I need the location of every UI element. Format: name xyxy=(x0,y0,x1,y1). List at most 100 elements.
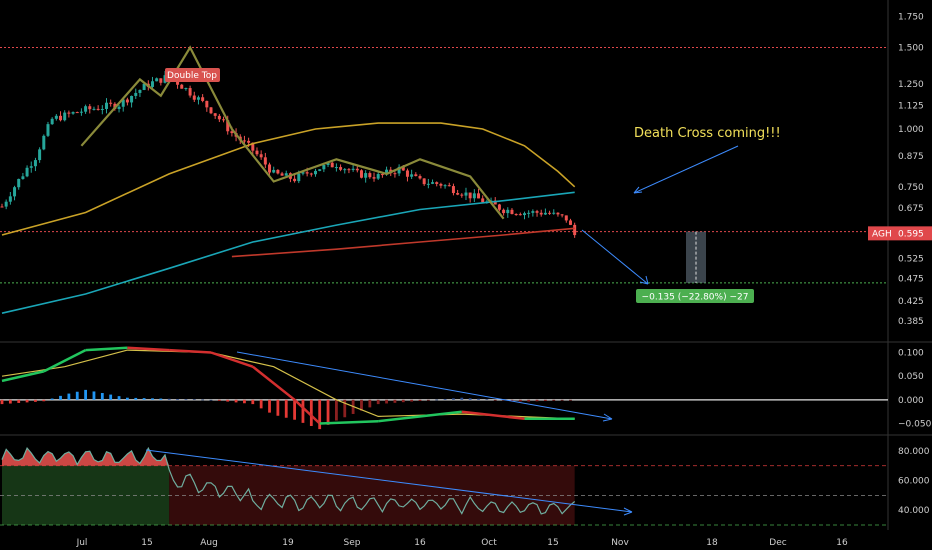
rsi-pane: 80.000 60.000 40.000 xyxy=(0,447,930,526)
candle-body xyxy=(79,111,83,113)
candle-body xyxy=(510,209,514,215)
candle-body xyxy=(96,108,100,110)
candle-body xyxy=(54,115,58,119)
time-tick-label: 15 xyxy=(547,538,558,548)
candle-body xyxy=(176,79,180,85)
price-tick-label: 0.750 xyxy=(898,183,924,193)
candle-body xyxy=(100,108,104,110)
candle-body xyxy=(456,193,460,195)
candle-body xyxy=(155,78,159,82)
candle-body xyxy=(38,149,42,161)
macd-histogram-bar xyxy=(59,395,62,400)
time-tick-label: 16 xyxy=(414,538,426,548)
macd-histogram-bar xyxy=(100,393,104,400)
candle-body xyxy=(318,169,322,171)
macd-histogram-bar xyxy=(410,399,414,402)
candle-body xyxy=(213,113,217,116)
candle-body xyxy=(255,150,259,155)
macd-histogram-bar xyxy=(544,399,547,401)
arrow-head xyxy=(639,275,649,285)
candle-body xyxy=(259,154,263,158)
macd-histogram-bar xyxy=(25,399,29,403)
candle-body xyxy=(539,212,543,215)
price-tick-label: 1.000 xyxy=(898,125,924,135)
macd-histogram-bar xyxy=(151,398,154,400)
candle-body xyxy=(297,173,301,182)
candle-body xyxy=(125,99,129,103)
candle-body xyxy=(242,140,246,142)
macd-histogram-bar xyxy=(552,399,556,401)
macd-histogram-bar xyxy=(452,398,455,400)
time-tick-label: 16 xyxy=(836,538,848,548)
macd-histogram-bar xyxy=(276,399,280,416)
candle-body xyxy=(447,185,451,187)
candle-body xyxy=(502,209,506,214)
candle-body xyxy=(401,166,405,171)
macd-histogram-bar xyxy=(17,399,21,403)
candle-body xyxy=(527,212,531,214)
candle-body xyxy=(301,172,305,174)
measure-label: −0.135 (−22.80%) −27 xyxy=(636,289,754,303)
macd-histogram-bar xyxy=(535,399,539,402)
candle-body xyxy=(150,81,154,87)
macd-line xyxy=(252,365,296,401)
macd-line xyxy=(1,370,45,383)
candle-body xyxy=(443,185,447,187)
candle-body xyxy=(326,162,330,166)
macd-histogram-bar xyxy=(184,399,188,400)
candle-body xyxy=(397,166,401,174)
candle-body xyxy=(568,220,572,225)
candle-body xyxy=(134,92,138,96)
macd-histogram-bar xyxy=(117,396,121,400)
candle-body xyxy=(230,131,234,134)
candle-body xyxy=(531,211,535,213)
time-tick-label: Nov xyxy=(611,538,629,548)
macd-histogram-bar xyxy=(460,397,464,400)
candle-body xyxy=(17,178,21,188)
price-tick-label: 0.385 xyxy=(898,317,924,327)
candle-body xyxy=(105,102,108,109)
macd-tick-label: 0.100 xyxy=(898,348,924,358)
price-tick-label: 1.500 xyxy=(898,44,924,54)
macd-histogram-bar xyxy=(176,398,179,400)
macd-histogram-bar xyxy=(401,399,405,403)
macd-histogram-bar xyxy=(192,399,196,401)
time-axis: Jul 15 Aug 19 Sep 16 Oct 15 Nov 18 Dec 16 xyxy=(76,538,848,548)
macd-histogram-bar xyxy=(518,399,522,402)
candle-body xyxy=(67,112,71,114)
candle-body xyxy=(59,115,63,121)
macd-histogram-bar xyxy=(0,399,4,405)
candle-body xyxy=(410,174,414,177)
macd-histogram-bar xyxy=(493,399,497,401)
macd-histogram-bar xyxy=(142,398,146,400)
pattern-label-bg xyxy=(165,68,220,82)
macd-histogram-bar xyxy=(426,399,430,401)
candle-body xyxy=(247,140,251,143)
price-tick-label: 0.525 xyxy=(898,255,924,265)
macd-line xyxy=(43,348,87,373)
rsi-overbought-fill xyxy=(2,448,170,466)
macd-histogram-bar xyxy=(67,393,71,400)
candle-body xyxy=(314,170,317,175)
candle-body xyxy=(385,169,389,175)
time-tick-label: Sep xyxy=(344,538,361,548)
symbol-label: AGH xyxy=(872,229,892,239)
macd-histogram-bar xyxy=(418,399,422,401)
macd-histogram-bar xyxy=(42,399,46,402)
candle-body xyxy=(8,196,12,202)
candle-body xyxy=(272,169,276,173)
candle-body xyxy=(46,124,50,136)
candle-body xyxy=(380,174,384,176)
candle-body xyxy=(268,164,272,173)
candle-body xyxy=(418,176,422,179)
candle-body xyxy=(0,206,4,208)
macd-tick-label: 0.050 xyxy=(898,372,924,382)
macd-histogram-bar xyxy=(326,399,330,425)
price-axis: 1.750 1.500 1.250 1.125 1.000 0.875 0.750 0.675… xyxy=(868,13,932,327)
price-pane: Double Top Death Cross coming!!! −0.135 (−… xyxy=(0,45,888,314)
price-tick-label: 0.675 xyxy=(898,204,924,214)
time-tick-label: Jul xyxy=(76,538,88,548)
macd-histogram-bar xyxy=(268,399,271,413)
macd-histogram-bar xyxy=(209,399,213,401)
